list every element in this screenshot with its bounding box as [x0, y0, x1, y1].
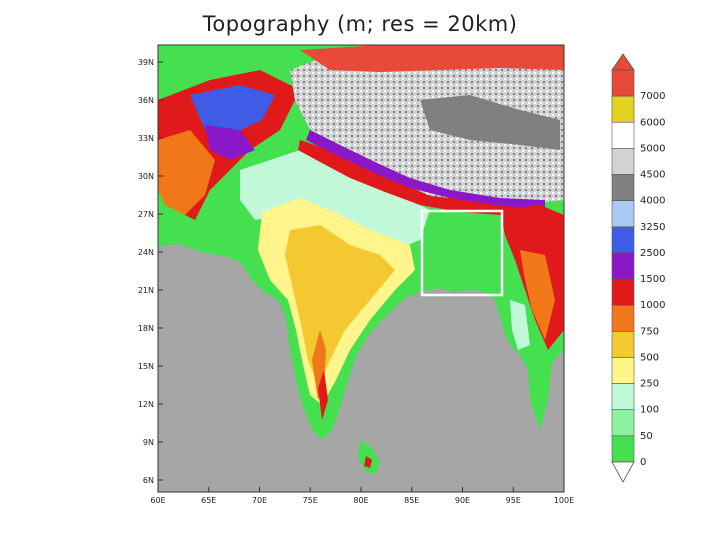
colorbar-swatch: [611, 148, 635, 175]
colorbar-swatch: [611, 200, 635, 228]
tibet-dark-band: [420, 95, 560, 150]
lon-tick-label: 65E: [201, 496, 216, 505]
burma-orange: [520, 250, 555, 340]
lat-tick-label: 27N: [138, 210, 154, 219]
lon-tick-label: 85E: [404, 496, 419, 505]
plateau-high-region: [285, 225, 395, 385]
ghats-region: [318, 370, 328, 420]
taklamakan-green: [158, 45, 300, 75]
colorbar-label: 1000: [640, 300, 665, 311]
colorbar-label: 6000: [640, 117, 665, 128]
lat-tick-label: 21N: [138, 286, 154, 295]
lon-tick-label: 100E: [554, 496, 574, 505]
colorbar-label: 250: [640, 379, 659, 390]
latitude-axis: 39N 36N 33N 30N 27N 24N 21N 18N 15N 12N 9N 6N: [138, 58, 163, 485]
colorbar-label: 2500: [640, 248, 665, 259]
colorbar-label: 1500: [640, 274, 665, 285]
lat-tick-label: 12N: [138, 400, 154, 409]
colorbar-swatch: [611, 435, 635, 463]
lat-tick-label: 39N: [138, 58, 154, 67]
colorbar-label: 7000: [640, 91, 665, 102]
colorbar-swatch: [611, 252, 635, 280]
lon-tick-label: 75E: [303, 496, 318, 505]
colorbar-label: 50: [640, 431, 653, 442]
lon-tick-label: 90E: [455, 496, 470, 505]
colorbar-label: 500: [640, 352, 659, 363]
lon-tick-label: 60E: [150, 496, 165, 505]
western-highlands: [158, 130, 215, 215]
colorbar-label: 4500: [640, 170, 665, 181]
tibetan-plateau: [290, 55, 564, 205]
colorbar-swatch: [611, 278, 635, 306]
colorbar-label: 3250: [640, 222, 665, 233]
lat-tick-label: 30N: [138, 172, 154, 181]
himalaya-purple-band: [306, 130, 545, 208]
colorbar-swatch: [611, 331, 635, 358]
colorbar-label: 100: [640, 405, 659, 416]
lon-tick-label: 95E: [506, 496, 521, 505]
colorbar-label: 5000: [640, 143, 665, 154]
colorbar-label: 4000: [640, 196, 665, 207]
colorbar-label: 750: [640, 326, 659, 337]
colorbar-swatch: [611, 226, 635, 254]
colorbar-top-arrow: [611, 53, 635, 71]
lon-tick-label: 80E: [353, 496, 368, 505]
plains-region: [240, 150, 430, 250]
colorbar-swatch: [611, 121, 635, 149]
lat-tick-label: 15N: [138, 362, 154, 371]
hindukush-region: [190, 85, 275, 135]
lat-tick-label: 6N: [143, 476, 154, 485]
colorbar-swatch: [611, 95, 635, 123]
lat-tick-label: 24N: [138, 248, 154, 257]
lat-tick-label: 36N: [138, 96, 154, 105]
map-plot-area: [158, 45, 564, 492]
map-title: Topography (m; res = 20km): [202, 12, 518, 36]
longitude-axis: 60E 65E 70E 75E 80E 85E 90E 95E 100E: [150, 487, 574, 505]
colorbar-label: 0: [640, 457, 646, 468]
sri-lanka: [358, 440, 380, 474]
kunlun-red: [300, 45, 564, 72]
colorbar-swatch: [611, 357, 635, 384]
sri-lanka-highland: [364, 456, 372, 468]
lat-tick-label: 33N: [138, 134, 154, 143]
colorbar-bottom-arrow: [611, 461, 635, 483]
colorbar-swatch: [611, 69, 635, 97]
colorbar-swatch: [611, 304, 635, 332]
delta-region: [438, 218, 495, 282]
lon-tick-label: 70E: [252, 496, 267, 505]
colorbar-swatch: [611, 174, 635, 201]
colorbar: 7000600050004500400032502500150010007505…: [611, 53, 665, 483]
study-area-box: [420, 209, 504, 297]
lat-tick-label: 9N: [143, 438, 154, 447]
lat-tick-label: 18N: [138, 324, 154, 333]
colorbar-swatch: [611, 383, 635, 411]
irrawaddy-green: [510, 300, 530, 350]
colorbar-swatch: [611, 409, 635, 437]
northwest-purple: [205, 125, 255, 160]
